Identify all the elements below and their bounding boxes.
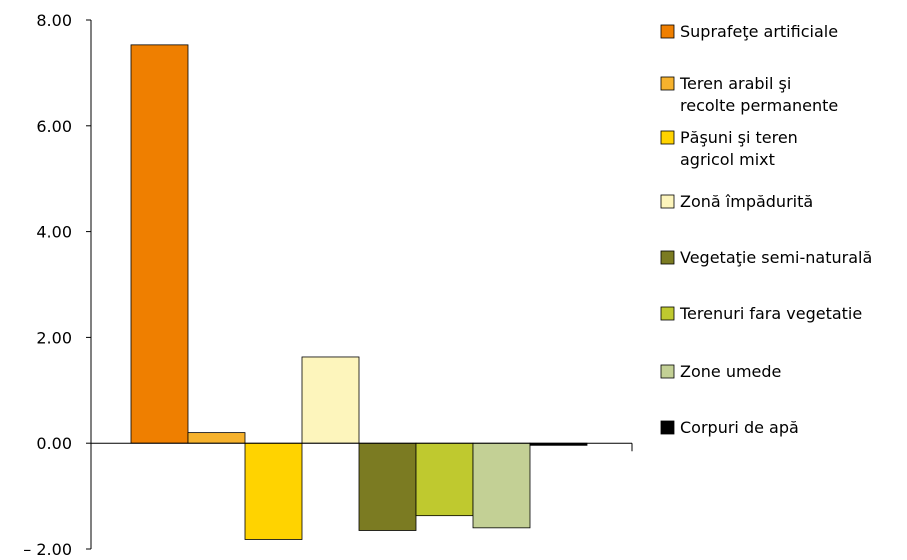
y-tick-label-4: 0.00 (36, 434, 72, 453)
bar-1 (187, 432, 246, 444)
legend-item-5: Terenuri fara vegetatie (660, 304, 862, 323)
legend-swatch-0 (660, 24, 675, 39)
legend-swatch-7 (660, 420, 675, 435)
bar-5 (415, 442, 474, 517)
legend-swatch-2 (660, 130, 675, 145)
legend-label-2-line-1: agricol mixt (680, 150, 775, 169)
bar-0 (130, 44, 189, 444)
legend: Suprafeţe artificiale Teren arabil şi reco… (660, 22, 872, 437)
legend-item-0: Suprafeţe artificiale (660, 22, 838, 41)
legend-item-2: Păşuni şi teren agricol mixt (660, 128, 798, 169)
legend-label-4-line-0: Vegetaţie semi-naturală (680, 248, 872, 267)
bar-4 (358, 442, 417, 531)
legend-label-1-line-0: Teren arabil şi (679, 74, 791, 93)
legend-label-5-line-0: Terenuri fara vegetatie (679, 304, 862, 323)
legend-swatch-6 (660, 364, 675, 379)
legend-label-7-line-0: Corpuri de apă (680, 418, 799, 437)
legend-swatch-4 (660, 250, 675, 265)
legend-label-1-line-1: recolte permanente (680, 96, 838, 115)
legend-label-0-line-0: Suprafeţe artificiale (680, 22, 838, 41)
y-tick-label-0: 8.00 (36, 11, 72, 30)
y-tick-label-2: 4.00 (36, 223, 72, 242)
legend-label-3-line-0: Zonă împădurită (680, 192, 813, 211)
legend-item-3: Zonă împădurită (660, 192, 813, 211)
legend-item-6: Zone umede (660, 362, 781, 381)
bar-3 (301, 356, 360, 444)
legend-item-1: Teren arabil şi recolte permanente (660, 74, 838, 115)
legend-swatch-3 (660, 194, 675, 209)
legend-label-6-line-0: Zone umede (680, 362, 781, 381)
y-tick-label-1: 6.00 (36, 117, 72, 136)
y-tick-label-3: 2.00 (36, 328, 72, 347)
legend-label-2-line-0: Păşuni şi teren (680, 128, 798, 147)
y-tick-label-5: – 2.00 (23, 540, 72, 556)
legend-item-7: Corpuri de apă (660, 418, 799, 437)
axes-group: 8.00 6.00 4.00 2.00 0.00 – 2.00 (23, 11, 633, 559)
legend-swatch-1 (660, 76, 675, 91)
legend-swatch-5 (660, 306, 675, 321)
legend-item-4: Vegetaţie semi-naturală (660, 248, 872, 267)
bar-2 (244, 442, 303, 540)
bar-6 (472, 442, 531, 529)
bars-group (130, 44, 588, 540)
